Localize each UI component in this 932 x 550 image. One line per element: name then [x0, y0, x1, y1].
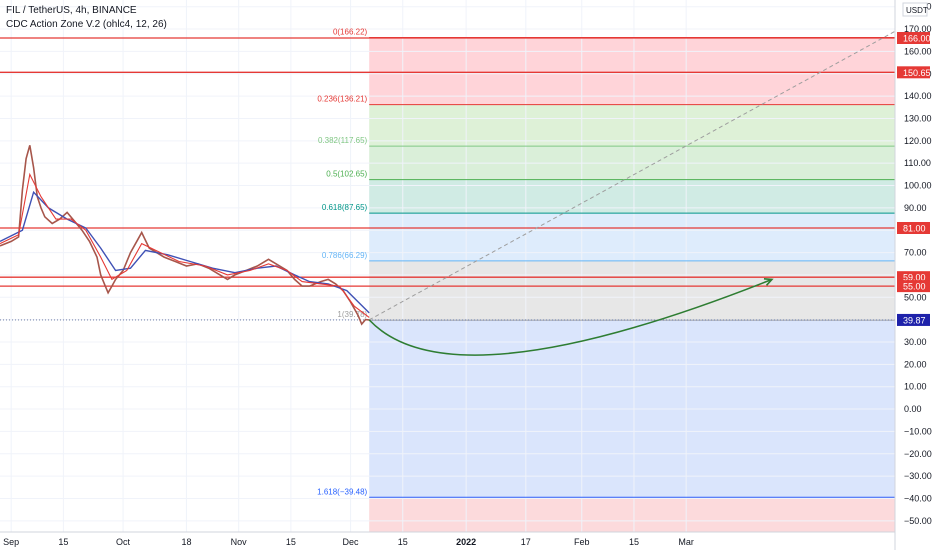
fib-zone: [369, 37, 895, 105]
y-tick-label: −40.00: [904, 493, 932, 503]
y-tick-label: 140.00: [904, 91, 932, 101]
x-tick-label: 15: [629, 537, 639, 547]
y-tick-label: −20.00: [904, 449, 932, 459]
fibonacci-zones: [369, 37, 895, 532]
symbol-title[interactable]: FIL / TetherUS, 4h, BINANCE: [6, 5, 137, 16]
x-tick-label: 2022: [456, 537, 476, 547]
y-tick-label: 130.00: [904, 113, 932, 123]
x-tick-label: Dec: [343, 537, 360, 547]
price-tag-label: 150.65: [903, 68, 931, 78]
y-tick-label: −10.00: [904, 426, 932, 436]
y-tick-label: 20.00: [904, 359, 927, 369]
y-tick-label: −50.00: [904, 516, 932, 526]
y-tick-label: 100.00: [904, 181, 932, 191]
y-tick-label: 10.00: [904, 382, 927, 392]
x-tick-label: 15: [58, 537, 68, 547]
arc-arrowhead: [763, 278, 774, 286]
price-tag: [897, 222, 930, 234]
y-tick-label: 0.00: [904, 404, 922, 414]
fib-level-label: 0(166.22): [333, 28, 368, 37]
fib-level-label: 1.618(−39.48): [317, 487, 367, 496]
price-tag: [897, 280, 930, 293]
x-tick-label: Sep: [3, 537, 19, 547]
price-tag-label: 59.00: [903, 273, 926, 283]
y-tick-label: 70.00: [904, 248, 927, 258]
currency-label: USDT: [906, 6, 928, 15]
y-tick-label: 160.00: [904, 46, 932, 56]
fib-zone: [369, 213, 895, 261]
x-tick-label: 18: [181, 537, 191, 547]
fib-zone: [369, 260, 895, 321]
trend-line: [368, 30, 896, 321]
y-tick-label: 170.00: [904, 24, 932, 34]
fib-level-label: 0.786(66.29): [322, 251, 368, 260]
x-tick-label: Feb: [574, 537, 590, 547]
fib-zone: [369, 497, 895, 532]
price-line: [0, 145, 370, 326]
y-tick-label: −30.00: [904, 471, 932, 481]
projection-arc: [368, 278, 773, 356]
price-tag-label: 39.87: [903, 315, 926, 325]
currency-box: [902, 2, 928, 17]
fib-level-label: 0.618(87.65): [322, 203, 368, 212]
fib-level-label: 0.382(117.65): [318, 136, 368, 145]
grid: [0, 0, 895, 532]
x-tick-label: Oct: [116, 537, 131, 547]
fib-level-label: 0.5(102.65): [326, 170, 367, 179]
x-tick-label: 15: [398, 537, 408, 547]
price-series: [0, 145, 370, 326]
y-tick-label: 30.00: [904, 337, 927, 347]
drawings[interactable]: [368, 30, 896, 356]
x-axis[interactable]: Sep 15 Oct 18 Nov 15 Dec 15 2022 17 Feb 15 Mar: [0, 531, 895, 547]
fib-level-label: 0.236(136.21): [317, 95, 367, 104]
price-tag: [897, 32, 930, 44]
ema-fast-line: [0, 172, 370, 318]
x-tick-label: Mar: [678, 537, 694, 547]
fib-level-label: 1(39.78): [337, 310, 367, 319]
y-tick-label: 120.00: [904, 136, 932, 146]
price-tag-label: 166.00: [903, 34, 931, 44]
price-tag-label: 81.00: [903, 224, 926, 234]
x-tick-label: Nov: [231, 537, 248, 547]
horizontal-levels[interactable]: [0, 37, 895, 321]
ema-slow-line: [0, 190, 370, 314]
x-tick-label: 17: [521, 537, 531, 547]
y-tick-label: 50.00: [904, 292, 927, 302]
price-tag: [897, 313, 930, 326]
x-tick-label: 15: [286, 537, 296, 547]
y-tick-label: 90.00: [904, 203, 927, 213]
chart-header: FIL / TetherUS, 4h, BINANCE CDC Action Z…: [6, 4, 167, 32]
y-tick-label: 110.00: [904, 158, 931, 168]
price-tag-label: 55.00: [903, 282, 926, 292]
fib-zone: [369, 104, 895, 147]
indicator-title[interactable]: CDC Action Zone V.2 (ohlc4, 12, 26): [6, 19, 167, 30]
price-tag: [897, 66, 930, 79]
